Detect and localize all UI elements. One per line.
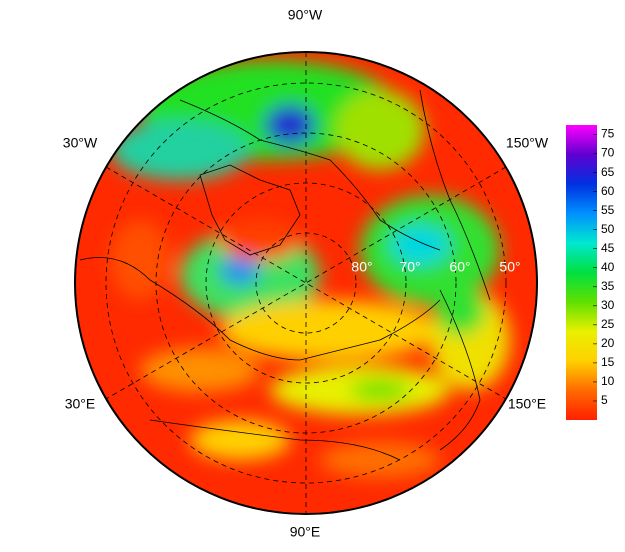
lat-label: 70° (399, 259, 420, 275)
colorbar-tick-label: 75 (601, 127, 615, 141)
lon-label: 30°E (65, 396, 96, 412)
colorbar-tick-label: 70 (601, 146, 615, 160)
colorbar-tick-label: 35 (601, 279, 615, 293)
lon-label: 90°E (290, 524, 321, 540)
colorbar-tick-label: 60 (601, 184, 615, 198)
colorbar-tick-label: 50 (601, 222, 615, 236)
colorbar-tick-label: 65 (601, 165, 615, 179)
colorbar (566, 125, 597, 420)
lat-label: 60° (449, 259, 470, 275)
lon-label: 30°W (63, 135, 98, 151)
lon-label: 90°W (288, 7, 323, 23)
colorbar-tick-label: 20 (601, 336, 615, 350)
colorbar-tick-label: 30 (601, 298, 615, 312)
lat-label: 80° (351, 259, 372, 275)
colorbar-tick-label: 40 (601, 260, 615, 274)
lon-label: 150°W (506, 135, 549, 151)
colorbar-tick-label: 10 (601, 374, 615, 388)
colorbar-tick-label: 45 (601, 241, 615, 255)
colorbar-tick-label: 25 (601, 317, 615, 331)
colorbar-tick-label: 5 (601, 393, 608, 407)
lon-label: 150°E (508, 396, 546, 412)
map-border (74, 51, 538, 515)
colorbar-tick-label: 55 (601, 203, 615, 217)
graticule (105, 52, 507, 514)
lat-label: 50° (499, 259, 520, 275)
colorbar-tick-label: 15 (601, 355, 615, 369)
